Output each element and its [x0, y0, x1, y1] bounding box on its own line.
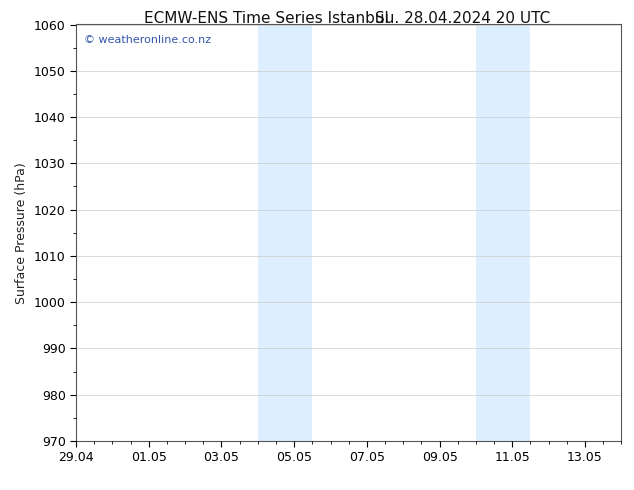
Text: © weatheronline.co.nz: © weatheronline.co.nz [84, 35, 211, 45]
Bar [476, 24, 531, 441]
Y-axis label: Surface Pressure (hPa): Surface Pressure (hPa) [15, 162, 29, 304]
Text: Su. 28.04.2024 20 UTC: Su. 28.04.2024 20 UTC [375, 11, 550, 26]
Bar [258, 24, 313, 441]
Text: ECMW-ENS Time Series Istanbul: ECMW-ENS Time Series Istanbul [144, 11, 389, 26]
